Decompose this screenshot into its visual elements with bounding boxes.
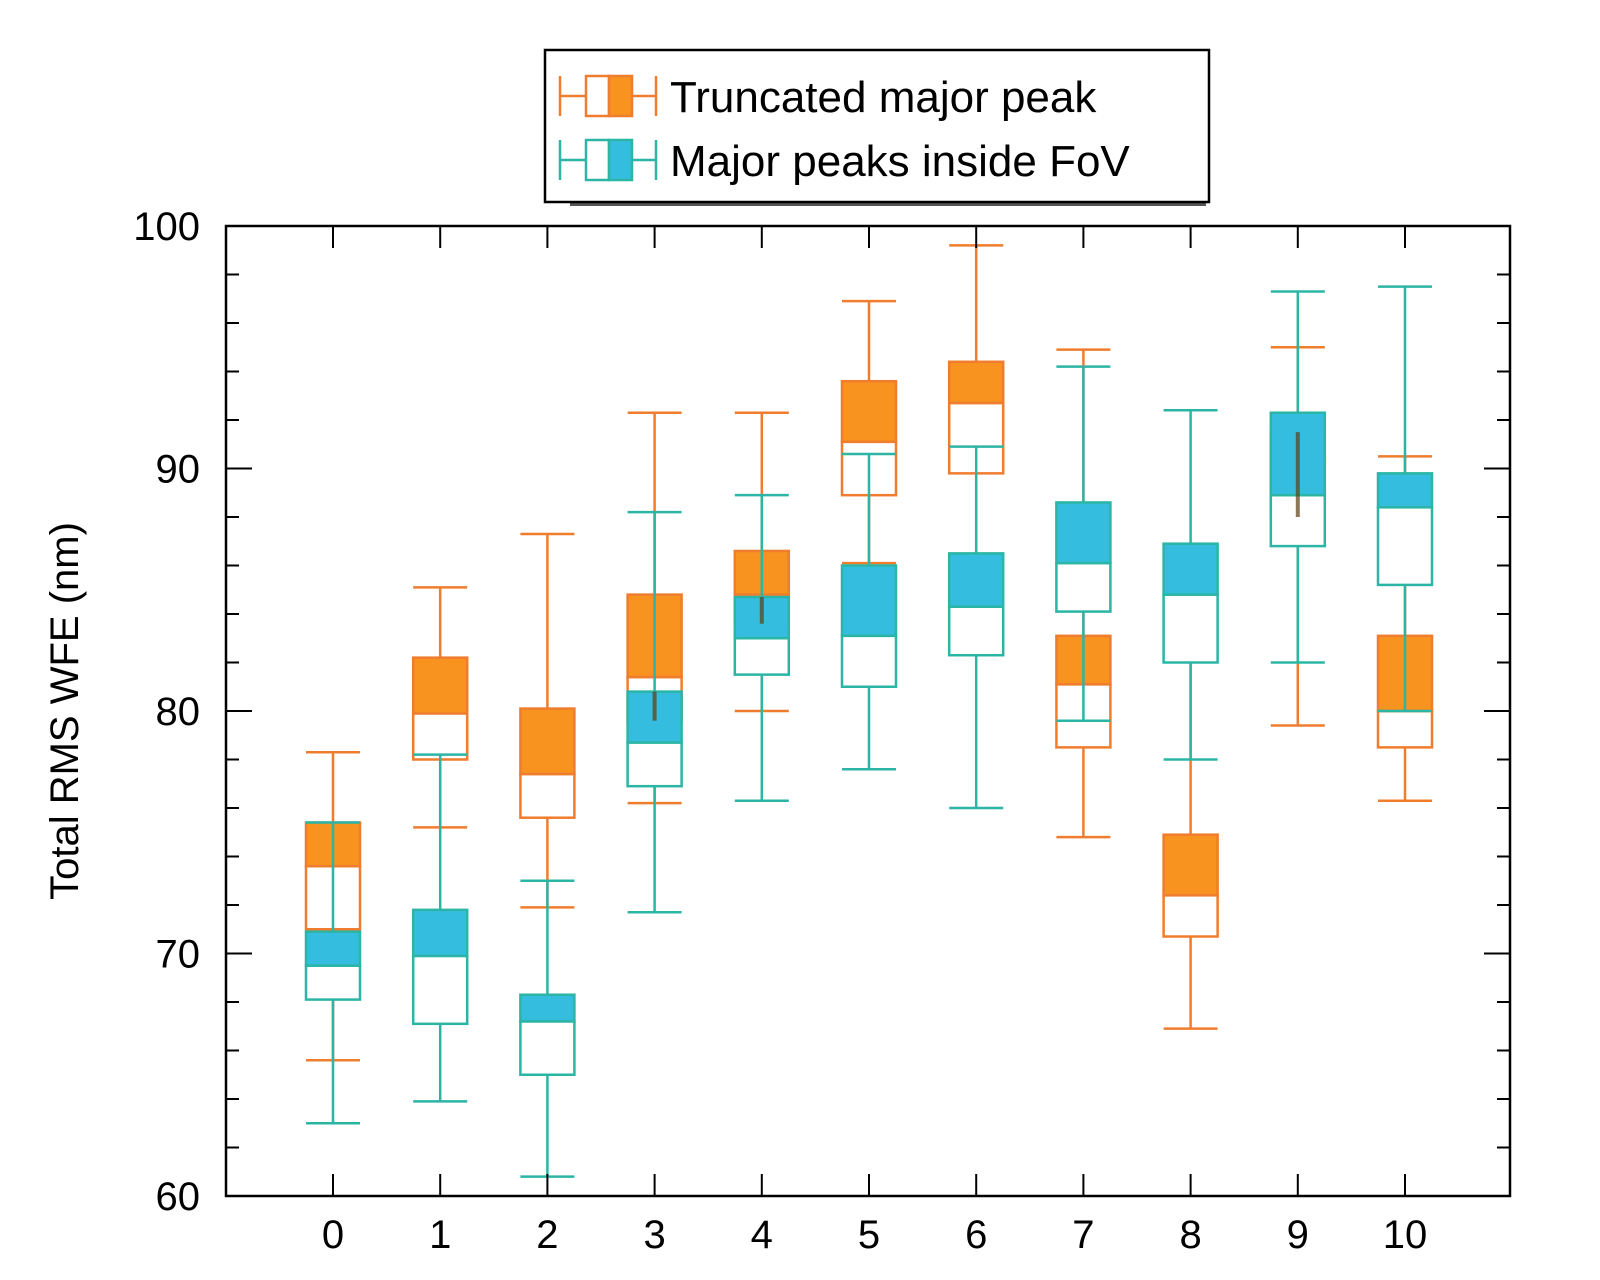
legend-icon-inside-fov <box>558 138 658 182</box>
x-tick-label-2: 2 <box>536 1213 558 1257</box>
inside-fov-lower-half-0 <box>304 964 362 1001</box>
inside-fov-box-10 <box>1376 285 1434 713</box>
overlap-marker-3 <box>652 691 657 721</box>
inside-fov-upper-half-7 <box>1055 501 1112 565</box>
y-tick-label-90: 90 <box>156 448 201 492</box>
inside-fov-box-8 <box>1162 409 1219 761</box>
truncated-upper-half-2 <box>519 707 576 776</box>
legend-icon-truncated <box>558 74 658 118</box>
inside-fov-upper-half-8 <box>1162 542 1219 596</box>
inside-fov-lower-half-1 <box>411 954 469 1026</box>
overlap-marker-9 <box>1295 432 1300 517</box>
y-axis-title: Total RMS WFE (nm) <box>43 522 87 900</box>
inside-fov-lower-half-4 <box>733 637 791 676</box>
truncated-upper-half-8 <box>1162 833 1219 897</box>
truncated-upper-half-1 <box>411 656 469 715</box>
y-tick-label-70: 70 <box>156 933 201 977</box>
truncated-lower-half-1 <box>411 712 469 761</box>
inside-fov-lower-half-6 <box>947 605 1005 657</box>
boxes-layer <box>304 244 1434 1178</box>
inside-fov-box-0 <box>304 821 362 1125</box>
y-tick-label-60: 60 <box>156 1175 201 1219</box>
x-tick-label-3: 3 <box>643 1213 665 1257</box>
x-tick-label-4: 4 <box>751 1213 773 1257</box>
inside-fov-upper-half-0 <box>304 930 362 967</box>
inside-fov-upper-half-1 <box>411 908 469 958</box>
inside-fov-box-5 <box>840 452 898 771</box>
ticks-layer <box>226 225 1510 1197</box>
legend-label-inside-fov: Major peaks inside FoV <box>670 137 1130 186</box>
legend: Truncated major peak Major peaks inside … <box>543 48 1211 206</box>
truncated-box-2 <box>519 532 576 909</box>
inside-fov-lower-half-2 <box>519 1020 576 1077</box>
truncated-upper-half-6 <box>947 360 1005 405</box>
legend-hollow-half <box>584 138 611 182</box>
inside-fov-lower-half-8 <box>1162 593 1219 664</box>
inside-fov-box-2 <box>519 879 576 1178</box>
legend-label-truncated: Truncated major peak <box>670 73 1097 122</box>
inside-fov-box-7 <box>1055 365 1112 722</box>
truncated-lower-half-2 <box>519 772 576 819</box>
x-tick-label-1: 1 <box>429 1213 451 1257</box>
inside-fov-upper-half-2 <box>519 993 576 1023</box>
inside-fov-lower-half-5 <box>840 634 898 689</box>
x-tick-label-9: 9 <box>1287 1213 1309 1257</box>
legend-filled-half <box>607 138 634 182</box>
x-tick-label-6: 6 <box>965 1213 987 1257</box>
inside-fov-upper-half-10 <box>1376 472 1434 509</box>
truncated-upper-half-5 <box>840 379 898 444</box>
inside-fov-box-4 <box>733 493 791 802</box>
inside-fov-box-9 <box>1269 290 1327 664</box>
x-tick-label-7: 7 <box>1072 1213 1094 1257</box>
inside-fov-lower-half-3 <box>626 741 683 788</box>
inside-fov-upper-half-5 <box>840 564 898 638</box>
x-tick-label-8: 8 <box>1179 1213 1201 1257</box>
inside-fov-lower-half-10 <box>1376 506 1434 587</box>
y-tick-label-100: 100 <box>133 205 200 249</box>
legend-filled-half <box>607 74 634 118</box>
labels-layer: 60 70 80 90 100 0 1 2 3 4 5 6 7 8 9 10 <box>133 205 1427 1257</box>
overlap-marker-4 <box>759 597 764 624</box>
x-tick-label-5: 5 <box>858 1213 880 1257</box>
truncated-box-8 <box>1162 658 1219 1030</box>
inside-fov-lower-half-7 <box>1055 561 1112 613</box>
x-tick-label-10: 10 <box>1383 1213 1428 1257</box>
x-tick-label-0: 0 <box>322 1213 344 1257</box>
truncated-lower-half-8 <box>1162 894 1219 938</box>
inside-fov-box-1 <box>411 753 469 1103</box>
inside-fov-upper-half-6 <box>947 552 1005 608</box>
legend-hollow-half <box>584 74 611 118</box>
y-tick-label-80: 80 <box>156 690 201 734</box>
truncated-lower-half-10 <box>1376 709 1434 749</box>
inside-fov-box-6 <box>947 445 1005 810</box>
